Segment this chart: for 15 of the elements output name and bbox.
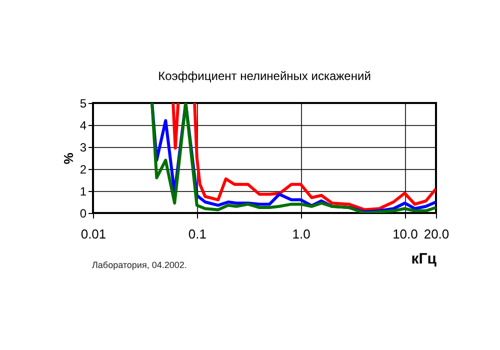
y-tick-label: 0 xyxy=(80,206,87,220)
x-tick-label: 0.01 xyxy=(80,226,106,242)
y-tick-label: 3 xyxy=(80,140,87,154)
y-tick-label: 1 xyxy=(80,184,87,198)
x-tick-label: 20.0 xyxy=(424,226,450,242)
y-tick-label: 4 xyxy=(80,118,87,132)
y-tick-label: 5 xyxy=(80,96,87,110)
chart-title: Коэффициент нелинейных искажений xyxy=(158,69,371,83)
x-axis-title: кГц xyxy=(411,250,438,268)
x-tick-label: 0.1 xyxy=(188,226,206,242)
x-tick-label: 1.0 xyxy=(292,226,310,242)
y-tick-label: 2 xyxy=(80,162,87,176)
y-axis-title: % xyxy=(60,152,76,164)
text: Лаборатория, 04.2002. xyxy=(92,260,187,270)
x-tick-label: 10.0 xyxy=(392,226,418,242)
